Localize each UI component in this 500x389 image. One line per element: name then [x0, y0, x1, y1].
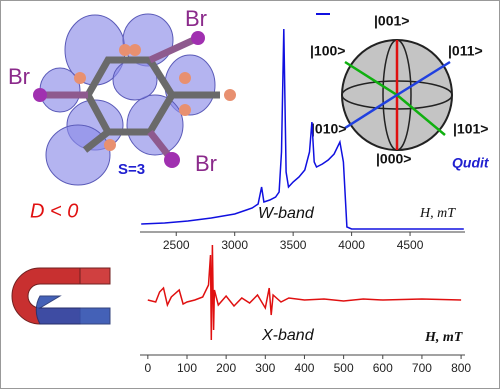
anisotropy-label: D < 0 [30, 200, 78, 222]
x-tick-label: 100 [177, 361, 197, 375]
x-tick-label: 2500 [163, 238, 190, 252]
qudit-title: Qudit [452, 155, 490, 171]
bromine-label: Br [185, 6, 207, 31]
molecule-bonds [40, 34, 220, 163]
x-tick-label: 3500 [280, 238, 307, 252]
x-tick-label: 200 [216, 361, 236, 375]
x-tick-label: 500 [334, 361, 354, 375]
state-label: |100> [310, 43, 345, 59]
x-tick-label: 800 [451, 361, 471, 375]
magnet [11, 267, 111, 325]
x-tick-label: 400 [294, 361, 314, 375]
state-label: |011> [448, 43, 483, 59]
x-axis-label: H, mT [419, 206, 456, 221]
spectrum [147, 244, 462, 341]
bromine-label: Br [8, 64, 30, 89]
spectrum [141, 28, 464, 230]
x-tick-label: 0 [144, 361, 151, 375]
x-tick-label: 600 [373, 361, 393, 375]
atoms [33, 31, 236, 168]
x-axis-label: H, mT [424, 330, 464, 345]
spin-label: S=3 [118, 161, 145, 178]
state-label: |010> [311, 121, 346, 137]
state-label: |101> [453, 121, 488, 137]
x-tick-label: 3000 [221, 238, 248, 252]
state-label: |001> [374, 13, 409, 29]
band-label: W-band [258, 205, 315, 222]
x-tick-label: 4000 [338, 238, 365, 252]
x-tick-label: 300 [255, 361, 275, 375]
bromine-label: Br [195, 151, 217, 176]
band-label: X-band [261, 327, 315, 344]
state-label: |000> [376, 151, 411, 167]
x-tick-label: 700 [412, 361, 432, 375]
bloch-sphere [341, 39, 453, 151]
x-tick-label: 4500 [397, 238, 424, 252]
